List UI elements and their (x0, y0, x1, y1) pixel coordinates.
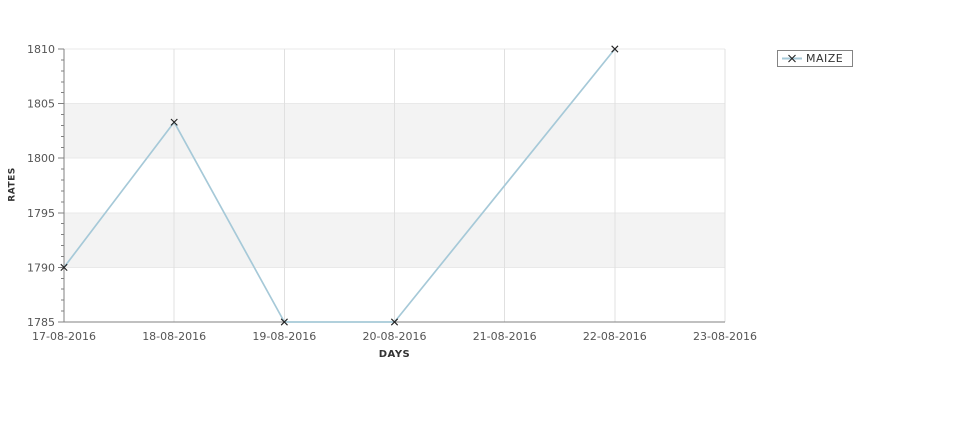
x-tick-label: 17-08-2016 (32, 330, 96, 343)
x-tick-label: 18-08-2016 (142, 330, 206, 343)
y-tick-label: 1795 (27, 207, 55, 220)
y-axis-title: RATES (7, 167, 18, 202)
data-point-marker[interactable] (170, 118, 178, 126)
y-tick-label: 1785 (27, 316, 55, 329)
data-point-marker[interactable] (611, 45, 619, 53)
y-tick-label: 1805 (27, 98, 55, 111)
y-tick-label: 1810 (27, 43, 55, 56)
x-tick-label: 22-08-2016 (583, 330, 647, 343)
data-point-marker[interactable] (280, 318, 288, 326)
y-tick-label: 1790 (27, 261, 55, 274)
x-tick-label: 20-08-2016 (363, 330, 427, 343)
data-point-marker[interactable] (390, 318, 399, 326)
maize-series-marker-icon (782, 54, 802, 63)
maize-series-line[interactable] (63, 48, 616, 323)
x-tick-label: 23-08-2016 (693, 330, 757, 343)
x-tick-label: 19-08-2016 (252, 330, 316, 343)
x-axis-title: DAYS (378, 349, 411, 360)
legend-maize-label: MAIZE (806, 52, 844, 65)
y-tick-label: 1800 (27, 152, 55, 165)
legend-item-maize[interactable]: MAIZE (777, 50, 854, 67)
data-point-marker[interactable] (60, 263, 68, 271)
x-tick-label: 21-08-2016 (473, 330, 537, 343)
